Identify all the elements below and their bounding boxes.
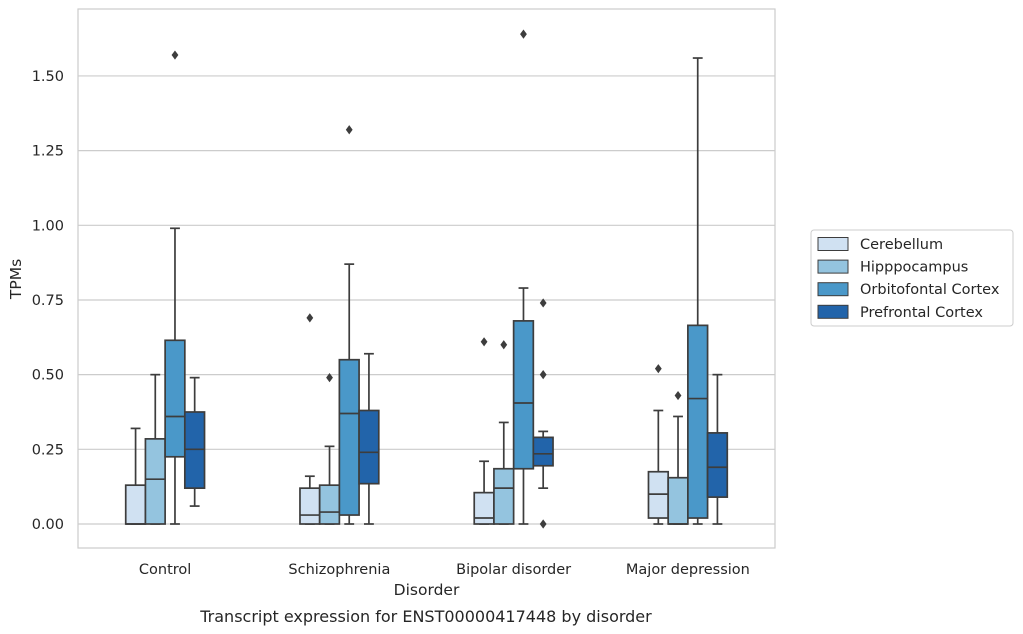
box-prefrontal-cortex <box>706 373 729 525</box>
x-tick-labels: Control Schizophrenia Bipolar disorder Majo… <box>139 562 750 578</box>
y-tick-label: 0.75 <box>32 293 64 309</box>
chart-caption: Transcript expression for ENST0000041744… <box>199 607 652 626</box>
legend-swatch <box>817 304 849 319</box>
y-tick-label: 1.25 <box>32 144 64 160</box>
x-tick-label: Bipolar disorder <box>456 562 571 578</box>
box-iqr <box>358 409 380 485</box>
box-orbitofontal-cortex <box>338 125 360 525</box>
outlier-point <box>654 364 662 374</box>
outlier-point <box>500 340 508 350</box>
legend-swatch <box>817 282 849 297</box>
legend: Cerebellum Hipppocampus Orbitofontal Corte… <box>810 229 1014 327</box>
box-hipppocampus <box>144 373 166 525</box>
outlier-point <box>480 337 488 347</box>
box-iqr <box>338 358 360 516</box>
box-orbitofontal-cortex <box>687 57 709 525</box>
y-tick-label: 0.50 <box>32 368 64 384</box>
x-tick-label: Major depression <box>626 562 750 578</box>
x-tick-label: Control <box>139 562 191 578</box>
outlier-point <box>539 519 547 529</box>
box-hipppocampus <box>493 340 515 525</box>
box-orbitofontal-cortex <box>164 50 186 525</box>
outlier-point <box>539 298 547 308</box>
box-iqr <box>124 484 147 525</box>
box-prefrontal-cortex <box>358 352 380 525</box>
outlier-point <box>326 373 333 383</box>
y-tick-label: 0.25 <box>32 442 64 458</box>
x-axis-label: Disorder <box>394 581 460 599</box>
outlier-point <box>539 370 547 380</box>
boxes <box>124 29 729 529</box>
box-cerebellum <box>124 427 147 525</box>
box-iqr <box>318 484 341 525</box>
legend-label: Hipppocampus <box>860 260 968 276</box>
box-iqr <box>687 324 709 519</box>
box-orbitofontal-cortex <box>512 29 535 525</box>
outlier-point <box>520 29 527 39</box>
box-prefrontal-cortex <box>183 376 206 507</box>
legend-frame <box>810 229 1014 327</box>
box-iqr <box>512 320 535 470</box>
legend-label: Prefrontal Cortex <box>860 305 983 321</box>
y-tick-label: 1.00 <box>32 218 64 234</box>
box-cerebellum <box>647 364 670 525</box>
box-iqr <box>706 432 729 498</box>
outlier-point <box>171 50 179 60</box>
legend-swatch <box>817 259 849 274</box>
box-hipppocampus <box>667 390 689 525</box>
box-cerebellum <box>473 337 495 525</box>
outlier-point <box>306 313 314 323</box>
outlier-point <box>345 125 353 135</box>
y-axis-label: TPMs <box>7 259 25 300</box>
y-tick-label: 0.00 <box>32 517 64 533</box>
box-iqr <box>164 339 186 458</box>
y-tick-labels: 0.00 0.25 0.50 0.75 1.00 1.25 1.50 <box>32 69 64 533</box>
box-iqr <box>144 438 166 525</box>
legend-label: Cerebellum <box>860 237 943 253</box>
box-iqr <box>473 491 495 525</box>
box-hipppocampus <box>318 373 341 525</box>
box-iqr <box>532 436 554 467</box>
x-tick-label: Schizophrenia <box>288 562 390 578</box>
box-iqr <box>667 476 689 525</box>
legend-items: Cerebellum Hipppocampus Orbitofontal Corte… <box>817 237 1000 321</box>
box-prefrontal-cortex <box>532 298 554 529</box>
legend-swatch <box>817 237 849 251</box>
outlier-point <box>674 390 682 401</box>
legend-label: Orbitofontal Cortex <box>860 282 1000 298</box>
y-tick-label: 1.50 <box>32 69 64 85</box>
box-iqr <box>493 467 515 525</box>
box-cerebellum <box>299 313 321 525</box>
box-iqr <box>299 487 321 525</box>
plot-area-frame <box>77 8 776 549</box>
